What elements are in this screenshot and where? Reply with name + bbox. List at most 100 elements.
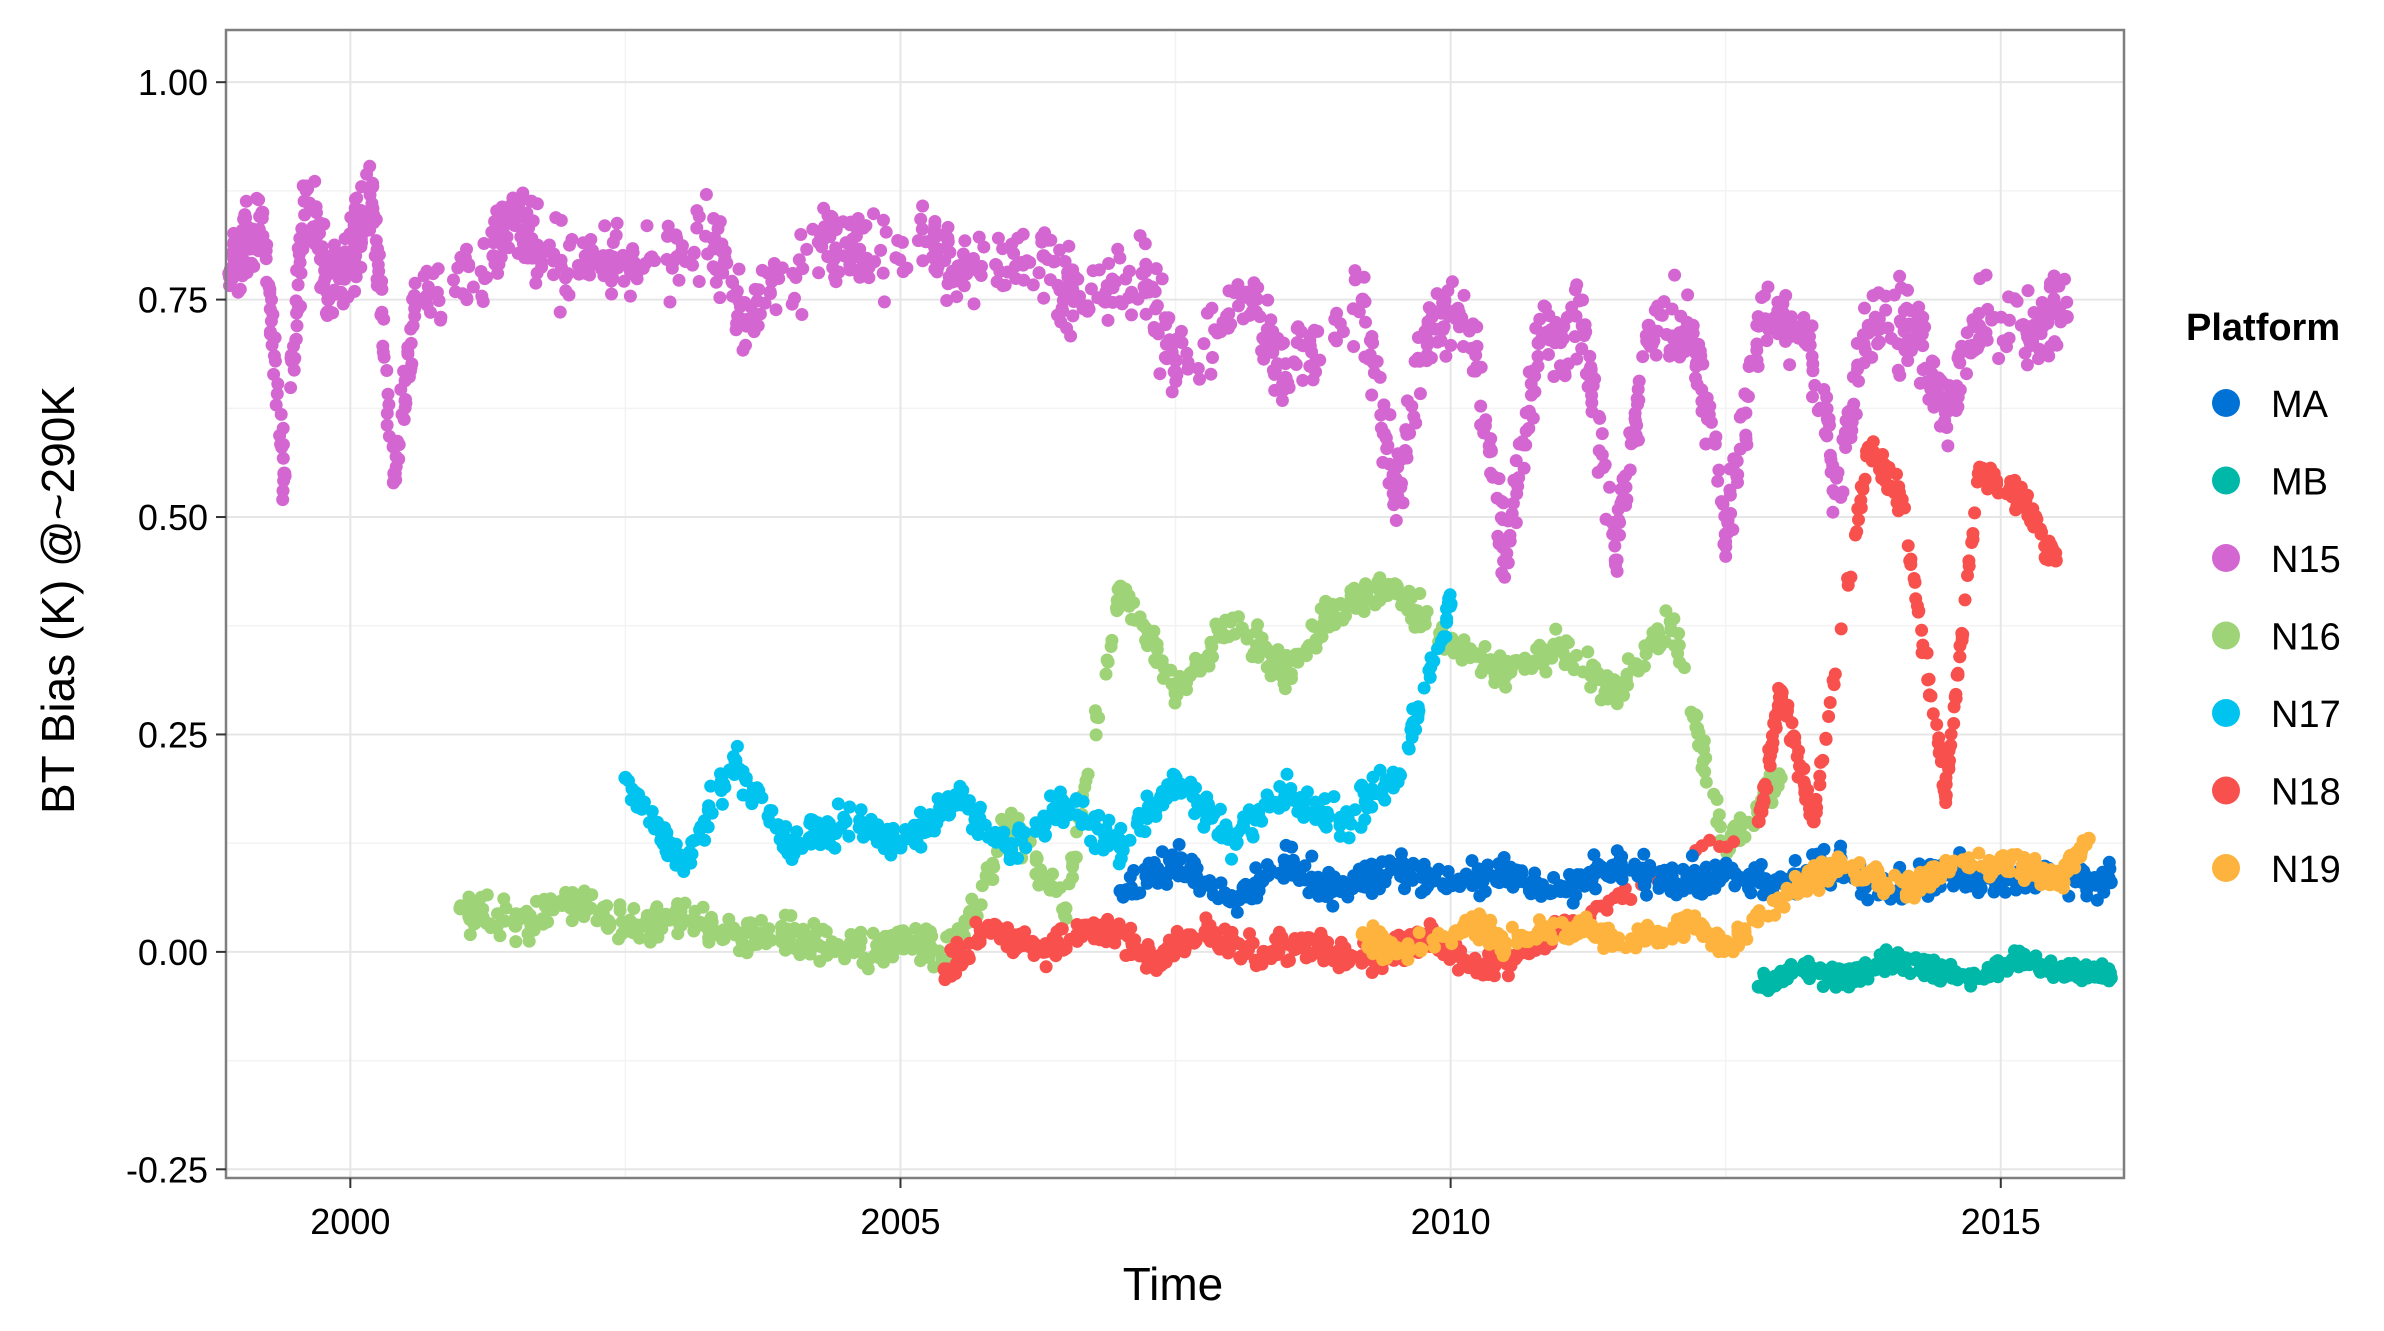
scatter-point-n16 (704, 910, 718, 924)
scatter-point-n15 (1452, 306, 1466, 319)
scatter-point-n15 (292, 247, 306, 261)
scatter-point-n15 (375, 282, 389, 296)
scatter-point-n15 (1751, 360, 1765, 373)
scatter-point-n15 (1719, 549, 1733, 563)
scatter-point-n18 (938, 973, 952, 987)
scatter-point-n16 (1457, 650, 1471, 664)
scatter-point-n17 (886, 824, 900, 838)
scatter-point-n18 (1783, 733, 1797, 747)
scatter-point-n15 (664, 254, 678, 268)
scatter-point-n15 (1365, 388, 1379, 402)
scatter-point-n15 (1655, 308, 1669, 322)
scatter-point-ma (1743, 874, 1757, 888)
data-point-n18 (1861, 440, 1876, 455)
scatter-point-n15 (1503, 528, 1517, 542)
scatter-point-n17 (931, 792, 945, 806)
scatter-point-n19 (1786, 883, 1800, 897)
scatter-point-n16 (1189, 658, 1203, 672)
scatter-point-n15 (687, 247, 701, 260)
scatter-point-n15 (640, 219, 654, 233)
scatter-point-n17 (1088, 818, 1101, 832)
scatter-point-n15 (375, 305, 389, 319)
series-n17 (618, 588, 1458, 878)
scatter-point-n15 (945, 264, 959, 278)
data-point-n15 (1751, 318, 1766, 333)
scatter-point-n17 (1402, 742, 1416, 756)
scatter-point-n15 (1257, 352, 1271, 366)
scatter-point-n15 (1985, 313, 1999, 327)
scatter-point-n16 (1401, 603, 1415, 617)
data-point-n16 (453, 901, 468, 916)
scatter-point-mb (1785, 966, 1799, 980)
scatter-point-n17 (1360, 797, 1374, 811)
scatter-point-n18 (1819, 731, 1833, 745)
scatter-point-n15 (1608, 539, 1622, 553)
scatter-point-n15 (996, 279, 1010, 293)
data-point-n15 (926, 231, 941, 246)
scatter-point-n15 (1558, 369, 1572, 383)
scatter-point-n16 (1402, 584, 1416, 598)
data-point-n18 (1146, 953, 1161, 968)
scatter-point-n17 (1280, 767, 1294, 781)
data-point-n16 (838, 944, 853, 959)
scatter-point-n15 (2053, 301, 2067, 315)
scatter-point-n15 (1596, 461, 1610, 475)
scatter-point-n18 (1757, 794, 1771, 808)
scatter-point-n18 (2038, 539, 2052, 553)
scatter-point-n18 (1798, 784, 1812, 797)
scatter-point-n15 (977, 240, 991, 254)
scatter-point-n15 (1101, 313, 1115, 327)
scatter-point-ma (1478, 885, 1492, 898)
scatter-point-n16 (1046, 867, 1059, 881)
scatter-point-n16 (499, 901, 513, 915)
series-n19 (1355, 831, 2096, 967)
data-point-n17 (783, 840, 798, 855)
scatter-point-n15 (1122, 264, 1136, 278)
scatter-point-n15 (1413, 387, 1427, 401)
scatter-point-ma (1249, 861, 1263, 875)
scatter-point-n15 (1161, 312, 1175, 326)
scatter-point-n15 (1115, 297, 1129, 311)
scatter-point-n15 (1313, 353, 1327, 367)
scatter-point-n15 (1760, 334, 1774, 348)
scatter-point-n16 (1264, 669, 1278, 683)
scatter-point-n18 (1758, 777, 1772, 791)
data-point-n18 (1256, 944, 1271, 959)
scatter-point-n18 (1915, 623, 1929, 637)
scatter-point-n15 (245, 256, 259, 270)
scatter-point-ma (1147, 856, 1161, 869)
scatter-point-n19 (1624, 932, 1638, 946)
scatter-point-n15 (1822, 415, 1836, 429)
scatter-point-n16 (1698, 765, 1712, 779)
scatter-point-n19 (1372, 934, 1386, 948)
scatter-point-n17 (1105, 829, 1119, 843)
data-point-n17 (1443, 597, 1458, 611)
scatter-point-n15 (2021, 284, 2035, 298)
scatter-point-n18 (1054, 922, 1068, 936)
scatter-point-n15 (1912, 300, 1926, 314)
scatter-point-n18 (1822, 710, 1836, 723)
scatter-point-n17 (656, 837, 670, 851)
scatter-point-n15 (1439, 349, 1453, 363)
scatter-point-ma (2102, 855, 2116, 869)
scatter-point-mb (1914, 961, 1928, 975)
scatter-point-ma (1637, 878, 1651, 892)
scatter-point-n15 (1366, 356, 1380, 369)
data-point-n15 (1069, 292, 1084, 307)
scatter-point-n15 (1806, 390, 1819, 404)
data-point-n19 (1938, 857, 1953, 872)
scatter-point-n15 (972, 230, 986, 244)
scatter-point-n15 (1689, 371, 1702, 385)
scatter-point-n16 (1727, 821, 1740, 835)
scatter-point-n15 (237, 212, 251, 226)
scatter-point-n15 (1071, 272, 1085, 286)
scatter-point-n19 (1532, 913, 1546, 927)
scatter-point-n18 (1823, 696, 1837, 709)
scatter-point-n16 (654, 915, 667, 929)
scatter-point-n15 (334, 258, 348, 272)
scatter-point-ma (1497, 851, 1511, 864)
scatter-point-n19 (1517, 934, 1531, 948)
scatter-point-n16 (702, 935, 716, 949)
scatter-point-n15 (239, 194, 253, 208)
data-point-n15 (1135, 266, 1150, 281)
